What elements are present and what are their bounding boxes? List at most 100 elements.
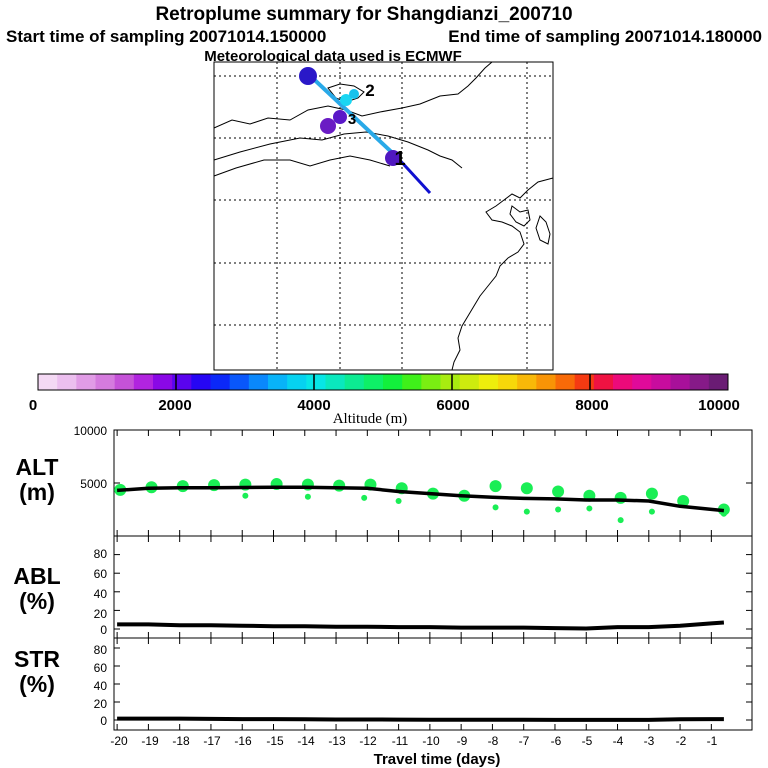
- colorbar-swatch: [95, 374, 116, 390]
- plume-cluster-marker: [333, 110, 347, 124]
- abl-y-tick-label: 80: [94, 547, 108, 561]
- colorbar-swatch: [248, 374, 269, 390]
- str-y-tick-label: 40: [94, 679, 108, 693]
- alt-scatter-point: [645, 487, 658, 500]
- str-y-tick-label: 60: [94, 661, 108, 675]
- alt-panel-name: ALT: [15, 454, 58, 480]
- colorbar-tick-label: 0: [29, 397, 37, 414]
- x-tick-label: -5: [582, 734, 593, 748]
- colorbar-swatch: [38, 374, 58, 390]
- colorbar-swatch: [172, 374, 192, 390]
- colorbar-swatch: [325, 374, 346, 390]
- alt-scatter-point: [648, 508, 655, 515]
- start-time-text: Start time of sampling 20071014.150000: [6, 27, 326, 46]
- alt-y-tick-label: 5000: [80, 477, 107, 491]
- figure-title: Retroplume summary for Shangdianzi_20071…: [155, 4, 572, 25]
- x-axis-label: Travel time (days): [374, 751, 501, 768]
- colorbar-swatch: [383, 374, 403, 390]
- plume-track: [302, 68, 432, 195]
- x-tick-label: -1: [707, 734, 718, 748]
- x-tick-label: -7: [519, 734, 530, 748]
- x-tick-label: -12: [359, 734, 377, 748]
- altitude-colorbar: [37, 373, 729, 391]
- map-frame: [213, 61, 554, 371]
- colorbar-swatch: [478, 374, 499, 390]
- plume-cluster-marker: [385, 150, 401, 166]
- x-tick-label: -20: [110, 734, 128, 748]
- colorbar-swatch: [133, 374, 154, 390]
- x-tick-label: -3: [644, 734, 655, 748]
- abl-series-line: [117, 620, 725, 631]
- colorbar-swatch: [593, 374, 614, 390]
- x-tick-label: -11: [392, 734, 409, 748]
- colorbar-tick-label: 8000: [575, 397, 608, 414]
- colorbar-swatch: [76, 374, 96, 390]
- colorbar-swatch: [402, 374, 422, 390]
- map-coastlines-borders: [213, 61, 554, 371]
- alt-scatter-point: [720, 510, 727, 517]
- colorbar-swatch: [229, 374, 250, 390]
- alt-scatter-point: [586, 505, 593, 512]
- x-tick-label: -2: [676, 734, 687, 748]
- alt-scatter-point: [552, 485, 565, 498]
- x-tick-labels: -20 -19 -18 -17 -16 -15 -14 -13 -12 -11 …: [110, 734, 717, 748]
- x-tick-label: -17: [203, 734, 221, 748]
- colorbar-tick-labels: 0 2000 4000 6000 8000 10000: [29, 397, 740, 414]
- colorbar-tick-label: 6000: [436, 397, 469, 414]
- x-tick-label: -14: [297, 734, 315, 748]
- colorbar-swatch: [306, 374, 326, 390]
- colorbar-swatch: [536, 374, 556, 390]
- plume-track-end-line: [394, 154, 432, 195]
- x-tick-label: -9: [457, 734, 468, 748]
- colorbar-tick-label: 4000: [297, 397, 330, 414]
- alt-scatter-point: [617, 517, 624, 524]
- str-panel-unit: (%): [19, 671, 55, 697]
- colorbar-tick-label: 10000: [698, 397, 740, 414]
- x-tick-label: -13: [328, 734, 346, 748]
- colorbar-swatch: [689, 374, 710, 390]
- abl-panel-unit: (%): [19, 588, 55, 614]
- alt-scatter-point: [555, 506, 562, 513]
- x-tick-label: -18: [172, 734, 190, 748]
- alt-scatter-point: [242, 492, 249, 499]
- colorbar-swatch: [459, 374, 480, 390]
- colorbar-swatch: [498, 374, 518, 390]
- alt-scatter-point: [677, 495, 690, 508]
- alt-scatter-point: [333, 479, 346, 492]
- plume-cluster-label-2: 2: [365, 81, 374, 100]
- alt-scatter-point: [304, 493, 311, 500]
- abl-y-tick-label: 40: [94, 587, 108, 601]
- end-time-text: End time of sampling 20071014.180000: [448, 27, 762, 46]
- colorbar-swatch: [191, 374, 211, 390]
- alt-y-tick-label: 10000: [74, 424, 108, 438]
- colorbar-swatch: [287, 374, 307, 390]
- colorbar-swatch: [574, 374, 595, 390]
- colorbar-label: Altitude (m): [333, 411, 408, 427]
- plume-track-line: [302, 68, 402, 162]
- x-tick-label: -15: [266, 734, 284, 748]
- time-series-panels: [113, 429, 753, 731]
- plume-cluster-marker: [299, 67, 317, 85]
- plume-cluster-label-1: 1: [394, 148, 405, 170]
- colorbar-tick-label: 2000: [158, 397, 191, 414]
- colorbar-swatch: [632, 374, 652, 390]
- colorbar-swatch: [57, 374, 77, 390]
- alt-scatter-point: [361, 494, 368, 501]
- colorbar-swatch: [517, 374, 537, 390]
- colorbar-swatch: [210, 374, 231, 390]
- str-series-line: [117, 716, 724, 722]
- colorbar-swatch: [421, 374, 441, 390]
- colorbar-swatch: [670, 374, 691, 390]
- alt-scatter-point: [489, 480, 502, 493]
- x-tick-label: -16: [234, 734, 252, 748]
- plume-cluster-label-3: 3: [348, 111, 356, 128]
- plume-clusters: [299, 67, 401, 166]
- colorbar-swatch: [363, 374, 384, 390]
- alt-series-line: [116, 485, 725, 513]
- abl-y-tick-label: 60: [94, 567, 108, 581]
- colorbar-swatch: [440, 374, 461, 390]
- alt-scatter-point: [395, 498, 402, 505]
- x-tick-marks: [116, 430, 712, 730]
- colorbar-swatch: [153, 374, 173, 390]
